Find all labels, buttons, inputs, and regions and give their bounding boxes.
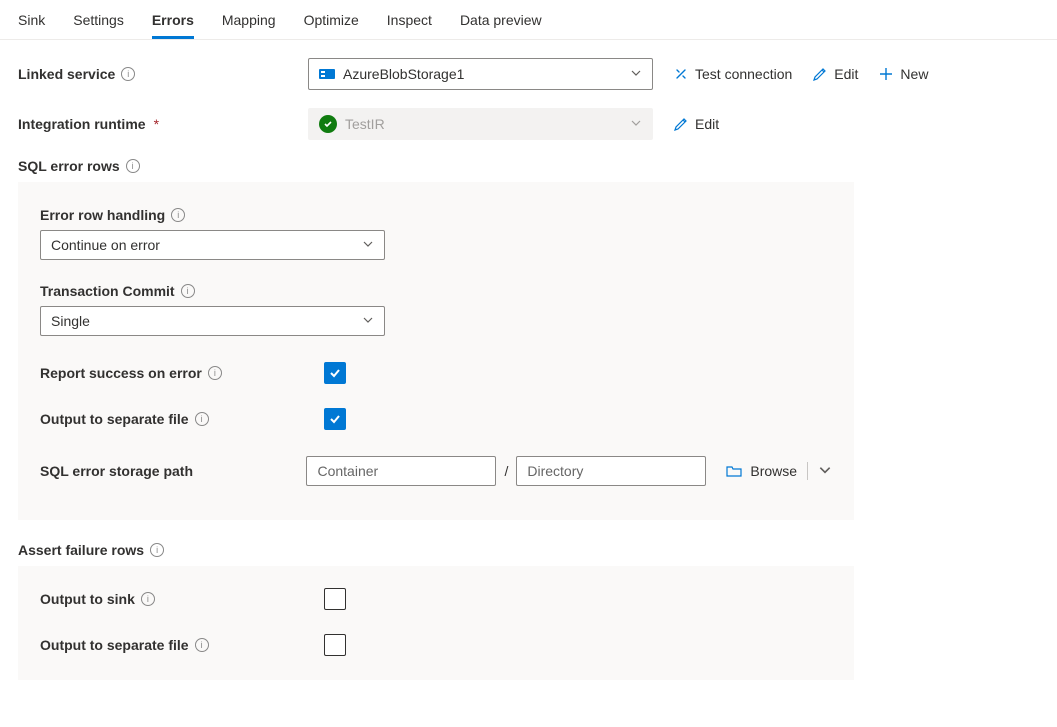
test-connection-button[interactable]: Test connection [673,66,792,82]
transaction-commit-select[interactable]: Single [40,306,385,336]
sql-error-rows-title: SQL error rows [18,158,120,174]
output-separate-sql-checkbox[interactable] [324,408,346,430]
output-sink-label-group: Output to sink i [40,591,324,607]
path-separator: / [504,463,508,479]
linked-service-label: Linked service [18,66,115,82]
integration-runtime-label: Integration runtime [18,116,146,132]
chevron-down-icon [630,66,642,82]
output-separate-sql-row: Output to separate file i [40,404,832,434]
content-area: Linked service i AzureBlobStorage1 Test … [0,40,1057,720]
integration-runtime-label-group: Integration runtime * [18,116,308,132]
integration-runtime-select: TestIR [308,108,653,140]
linked-service-row: Linked service i AzureBlobStorage1 Test … [18,58,1039,90]
browse-chevron[interactable] [818,463,832,480]
transaction-commit-value: Single [51,313,362,329]
edit-label: Edit [834,66,858,82]
output-sink-label: Output to sink [40,591,135,607]
error-row-handling-select-row: Continue on error [40,230,832,260]
storage-path-label: SQL error storage path [40,463,193,479]
report-success-checkbox[interactable] [324,362,346,384]
output-separate-assert-row: Output to separate file i [40,630,832,660]
storage-path-row: SQL error storage path / Browse [40,456,832,486]
output-separate-assert-checkbox[interactable] [324,634,346,656]
report-success-row: Report success on error i [40,358,832,388]
output-separate-assert-label-group: Output to separate file i [40,637,324,653]
assert-failure-header: Assert failure rows i [18,542,1039,558]
report-success-label: Report success on error [40,365,202,381]
pencil-icon [673,116,689,132]
tab-sink[interactable]: Sink [18,8,45,39]
linked-service-label-group: Linked service i [18,66,308,82]
required-indicator: * [154,116,159,132]
edit-ir-label: Edit [695,116,719,132]
folder-icon [726,463,742,479]
error-row-handling-label: Error row handling [40,207,165,223]
tab-inspect[interactable]: Inspect [387,8,432,39]
test-connection-icon [673,66,689,82]
test-connection-label: Test connection [695,66,792,82]
info-icon: i [195,638,209,652]
new-label: New [900,66,928,82]
output-separate-sql-label-group: Output to separate file i [40,411,324,427]
transaction-commit-select-row: Single [40,306,832,336]
output-separate-sql-label: Output to separate file [40,411,189,427]
info-icon: i [181,284,195,298]
error-row-handling-select[interactable]: Continue on error [40,230,385,260]
success-check-icon [319,115,337,133]
error-row-handling-value: Continue on error [51,237,362,253]
tab-errors[interactable]: Errors [152,8,194,39]
transaction-commit-label-row: Transaction Commit i [40,276,832,306]
new-linked-service-button[interactable]: New [878,66,928,82]
info-icon: i [171,208,185,222]
chevron-down-icon [362,313,374,329]
sql-error-rows-header: SQL error rows i [18,158,1039,174]
container-input[interactable] [306,456,496,486]
browse-button[interactable]: Browse [726,463,797,479]
tab-mapping[interactable]: Mapping [222,8,276,39]
azure-blob-icon [319,66,335,82]
output-separate-assert-label: Output to separate file [40,637,189,653]
info-icon: i [121,67,135,81]
tab-settings[interactable]: Settings [73,8,124,39]
tab-optimize[interactable]: Optimize [304,8,359,39]
transaction-commit-label-group: Transaction Commit i [40,283,324,299]
directory-input[interactable] [516,456,706,486]
tab-bar: Sink Settings Errors Mapping Optimize In… [0,0,1057,40]
info-icon: i [126,159,140,173]
info-icon: i [141,592,155,606]
report-success-label-group: Report success on error i [40,365,324,381]
info-icon: i [208,366,222,380]
browse-label: Browse [750,463,797,479]
assert-failure-title: Assert failure rows [18,542,144,558]
chevron-down-icon [362,237,374,253]
edit-integration-runtime-button[interactable]: Edit [673,116,719,132]
tab-data-preview[interactable]: Data preview [460,8,542,39]
transaction-commit-label: Transaction Commit [40,283,175,299]
linked-service-select[interactable]: AzureBlobStorage1 [308,58,653,90]
integration-runtime-value: TestIR [345,116,622,132]
assert-failure-panel: Output to sink i Output to separate file… [18,566,854,680]
plus-icon [878,66,894,82]
info-icon: i [195,412,209,426]
output-sink-checkbox[interactable] [324,588,346,610]
chevron-down-icon [630,116,642,132]
divider [807,462,808,480]
output-sink-row: Output to sink i [40,584,832,614]
edit-linked-service-button[interactable]: Edit [812,66,858,82]
sql-error-rows-panel: Error row handling i Continue on error T… [18,182,854,520]
info-icon: i [150,543,164,557]
storage-path-label-group: SQL error storage path [40,463,306,479]
linked-service-value: AzureBlobStorage1 [343,66,622,82]
error-row-handling-label-row: Error row handling i [40,200,832,230]
integration-runtime-row: Integration runtime * TestIR Edit [18,108,1039,140]
error-row-handling-label-group: Error row handling i [40,207,324,223]
pencil-icon [812,66,828,82]
